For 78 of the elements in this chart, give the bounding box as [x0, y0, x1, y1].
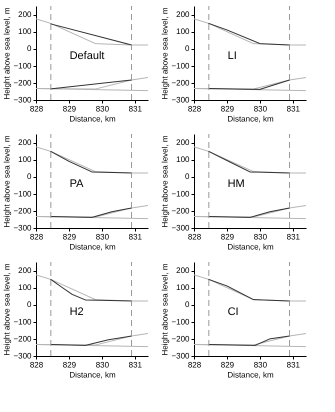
x-tick-label: 830 [254, 232, 268, 242]
y-axis-title: Height above sea level, m [160, 263, 170, 356]
x-tick-label: 830 [254, 104, 268, 114]
x-axis-title: Distance, km [69, 370, 116, 380]
y-tick-label: −100 [171, 189, 190, 198]
x-axis-title: Distance, km [69, 114, 116, 124]
y-tick-label: 200 [176, 266, 190, 276]
y-tick-label: −100 [13, 189, 32, 198]
annotation: PA [70, 178, 84, 190]
y-tick-label: −100 [171, 317, 190, 326]
y-tick-label: 0 [27, 172, 32, 182]
y-tick-label: 100 [18, 283, 32, 292]
x-tick-label: 829 [220, 360, 235, 370]
y-tick-label: 100 [176, 27, 190, 36]
x-tick-label: 830 [254, 360, 268, 370]
y-tick-label: 200 [18, 266, 32, 276]
x-tick-label: 831 [286, 104, 301, 114]
x-axis-title: Distance, km [227, 114, 274, 124]
y-tick-label: −100 [13, 61, 32, 70]
y-tick-label: −100 [13, 317, 32, 326]
y-tick-label: −200 [171, 334, 190, 344]
y-tick-label: 100 [176, 155, 190, 164]
x-tick-label: 829 [62, 104, 77, 114]
y-tick-label: 0 [185, 300, 190, 310]
x-tick-label: 828 [188, 232, 202, 242]
y-axis-title: Height above sea level, m [2, 263, 12, 356]
y-axis-title: Height above sea level, m [2, 135, 12, 228]
x-axis-title: Distance, km [69, 242, 116, 252]
x-tick-label: 828 [188, 360, 202, 370]
annotation: LI [228, 50, 237, 62]
x-tick-label: 830 [96, 360, 110, 370]
y-tick-label: 200 [18, 138, 32, 148]
x-tick-label: 831 [128, 104, 143, 114]
x-tick-label: 829 [62, 360, 77, 370]
y-tick-label: −100 [171, 61, 190, 70]
y-tick-label: 200 [176, 138, 190, 148]
x-tick-label: 831 [286, 232, 301, 242]
x-tick-label: 828 [30, 104, 44, 114]
y-tick-label: 100 [18, 155, 32, 164]
x-axis-title: Distance, km [227, 370, 274, 380]
x-tick-label: 828 [30, 232, 44, 242]
x-axis-title: Distance, km [227, 242, 274, 252]
x-tick-label: 831 [128, 232, 143, 242]
y-tick-label: −200 [171, 78, 190, 88]
y-tick-label: −300 [171, 224, 190, 232]
y-tick-label: −300 [13, 96, 32, 104]
y-tick-label: 100 [176, 283, 190, 292]
annotation: H2 [70, 306, 84, 318]
x-tick-label: 829 [62, 232, 77, 242]
y-tick-label: 0 [27, 44, 32, 54]
y-tick-label: −200 [13, 334, 32, 344]
annotation: Default [70, 50, 104, 62]
y-tick-label: −300 [171, 96, 190, 104]
x-tick-label: 829 [220, 104, 235, 114]
y-tick-label: 100 [18, 27, 32, 36]
y-tick-label: −200 [171, 206, 190, 216]
y-axis-title: Height above sea level, m [160, 7, 170, 100]
y-tick-label: −300 [13, 352, 32, 360]
x-tick-label: 828 [188, 104, 202, 114]
y-tick-label: 200 [18, 10, 32, 20]
y-tick-label: −200 [13, 206, 32, 216]
x-tick-label: 830 [96, 232, 110, 242]
annotation: CI [228, 306, 239, 318]
y-tick-label: −300 [171, 352, 190, 360]
y-tick-label: 0 [27, 300, 32, 310]
x-tick-label: 831 [286, 360, 301, 370]
x-tick-label: 829 [220, 232, 235, 242]
y-tick-label: 0 [185, 44, 190, 54]
x-tick-label: 828 [30, 360, 44, 370]
x-tick-label: 830 [96, 104, 110, 114]
y-axis-title: Height above sea level, m [160, 135, 170, 228]
y-axis-title: Height above sea level, m [2, 7, 12, 100]
x-tick-label: 831 [128, 360, 143, 370]
y-tick-label: 200 [176, 10, 190, 20]
y-tick-label: −200 [13, 78, 32, 88]
annotation: HM [228, 178, 245, 190]
y-tick-label: 0 [185, 172, 190, 182]
y-tick-label: −300 [13, 224, 32, 232]
